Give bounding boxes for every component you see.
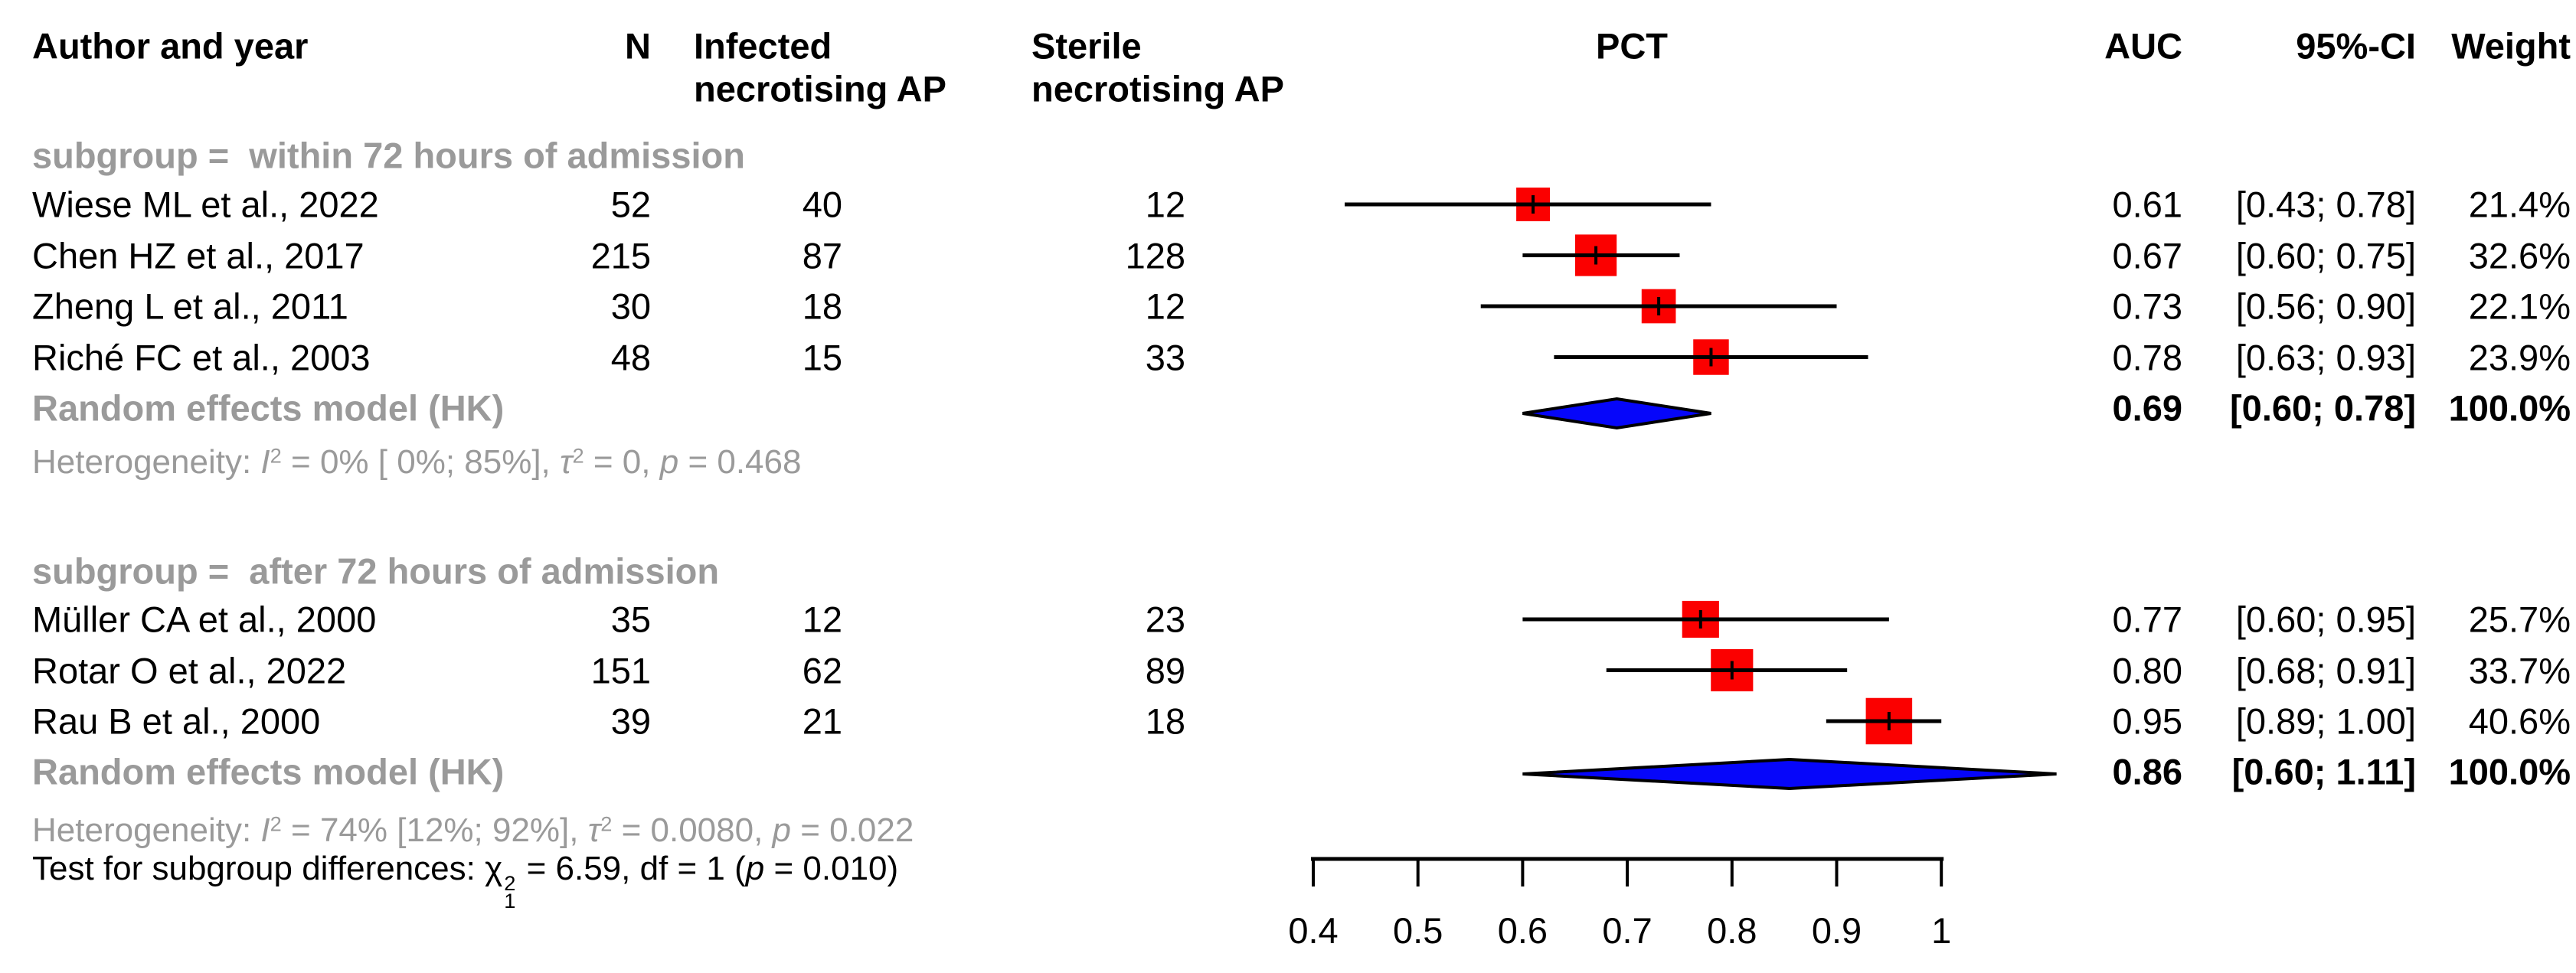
axis-tick-label: 1 bbox=[1931, 910, 1951, 951]
pooled-ci: [0.60; 1.11] bbox=[2231, 751, 2416, 792]
study-n: 48 bbox=[610, 336, 651, 377]
study-n: 52 bbox=[610, 184, 651, 225]
study-auc: 0.77 bbox=[2112, 599, 2182, 640]
axis-tick-label: 0.6 bbox=[1498, 910, 1548, 951]
heterogeneity-text: Heterogeneity: I2 = 0% [ 0%; 85%], τ2 = … bbox=[32, 442, 802, 481]
subgroup-label: subgroup = after 72 hours of admission bbox=[32, 550, 720, 592]
heterogeneity-text: Heterogeneity: I2 = 74% [12%; 92%], τ2 =… bbox=[32, 811, 914, 849]
study-author: Wiese ML et al., 2022 bbox=[32, 184, 379, 225]
study-author: Rau B et al., 2000 bbox=[32, 700, 321, 742]
study-n: 215 bbox=[590, 234, 651, 276]
study-weight: 23.9% bbox=[2468, 336, 2571, 377]
study-author: Müller CA et al., 2000 bbox=[32, 599, 377, 640]
axis-tick-label: 0.7 bbox=[1602, 910, 1652, 951]
study-infected: 40 bbox=[802, 184, 842, 225]
study-ci: [0.63; 0.93] bbox=[2235, 336, 2416, 377]
study-weight: 33.7% bbox=[2468, 649, 2571, 691]
col-header-infected-line2: necrotising AP bbox=[694, 68, 946, 109]
study-ci: [0.43; 0.78] bbox=[2235, 184, 2416, 225]
study-author: Rotar O et al., 2022 bbox=[32, 649, 347, 691]
axis-tick-label: 0.9 bbox=[1812, 910, 1862, 951]
study-n: 35 bbox=[610, 599, 651, 640]
study-auc: 0.95 bbox=[2112, 700, 2182, 742]
study-ci: [0.68; 0.91] bbox=[2235, 649, 2416, 691]
study-ci: [0.56; 0.90] bbox=[2235, 286, 2416, 327]
study-weight: 25.7% bbox=[2468, 599, 2571, 640]
study-n: 151 bbox=[590, 649, 651, 691]
pooled-label: Random effects model (HK) bbox=[32, 751, 505, 792]
col-header-n: N bbox=[625, 25, 651, 67]
pooled-ci: [0.60; 0.78] bbox=[2230, 387, 2416, 429]
axis-tick-label: 0.4 bbox=[1288, 910, 1338, 951]
col-header-pct: PCT bbox=[1596, 25, 1668, 67]
study-sterile: 12 bbox=[1145, 184, 1185, 225]
study-sterile: 23 bbox=[1145, 599, 1185, 640]
col-header-weight: Weight bbox=[2451, 25, 2571, 67]
pooled-label: Random effects model (HK) bbox=[32, 387, 505, 429]
pooled-weight: 100.0% bbox=[2448, 751, 2571, 792]
study-infected: 21 bbox=[802, 700, 842, 742]
study-weight: 21.4% bbox=[2468, 184, 2571, 225]
axis-tick-label: 0.8 bbox=[1707, 910, 1757, 951]
study-weight: 40.6% bbox=[2468, 700, 2571, 742]
col-header-sterile-line2: necrotising AP bbox=[1031, 68, 1284, 109]
study-auc: 0.78 bbox=[2112, 336, 2182, 377]
study-author: Riché FC et al., 2003 bbox=[32, 336, 371, 377]
study-ci: [0.89; 1.00] bbox=[2235, 700, 2416, 742]
study-auc: 0.61 bbox=[2112, 184, 2182, 225]
study-infected: 15 bbox=[802, 336, 842, 377]
col-header-sterile-line1: Sterile bbox=[1031, 25, 1142, 67]
study-sterile: 33 bbox=[1145, 336, 1185, 377]
study-auc: 0.67 bbox=[2112, 234, 2182, 276]
study-n: 30 bbox=[610, 286, 651, 327]
study-auc: 0.80 bbox=[2112, 649, 2182, 691]
study-sterile: 128 bbox=[1125, 234, 1185, 276]
study-sterile: 12 bbox=[1145, 286, 1185, 327]
study-author: Zheng L et al., 2011 bbox=[32, 286, 348, 327]
study-ci: [0.60; 0.75] bbox=[2235, 234, 2416, 276]
study-ci: [0.60; 0.95] bbox=[2235, 599, 2416, 640]
study-infected: 62 bbox=[802, 649, 842, 691]
study-author: Chen HZ et al., 2017 bbox=[32, 234, 364, 276]
study-infected: 87 bbox=[802, 234, 842, 276]
subgroup-label: subgroup = within 72 hours of admission bbox=[32, 135, 745, 176]
study-infected: 18 bbox=[802, 286, 842, 327]
pooled-auc: 0.86 bbox=[2112, 751, 2182, 792]
col-header-author: Author and year bbox=[32, 25, 309, 67]
study-weight: 32.6% bbox=[2468, 234, 2571, 276]
study-weight: 22.1% bbox=[2468, 286, 2571, 327]
axis-tick-label: 0.5 bbox=[1393, 910, 1443, 951]
study-sterile: 89 bbox=[1145, 649, 1185, 691]
study-sterile: 18 bbox=[1145, 700, 1185, 742]
study-infected: 12 bbox=[802, 599, 842, 640]
pooled-auc: 0.69 bbox=[2112, 387, 2182, 429]
pooled-weight: 100.0% bbox=[2448, 387, 2571, 429]
col-header-ci: 95%-CI bbox=[2296, 25, 2416, 67]
col-header-auc: AUC bbox=[2104, 25, 2182, 67]
col-header-infected-line1: Infected bbox=[694, 25, 832, 67]
study-n: 39 bbox=[610, 700, 651, 742]
study-auc: 0.73 bbox=[2112, 286, 2182, 327]
